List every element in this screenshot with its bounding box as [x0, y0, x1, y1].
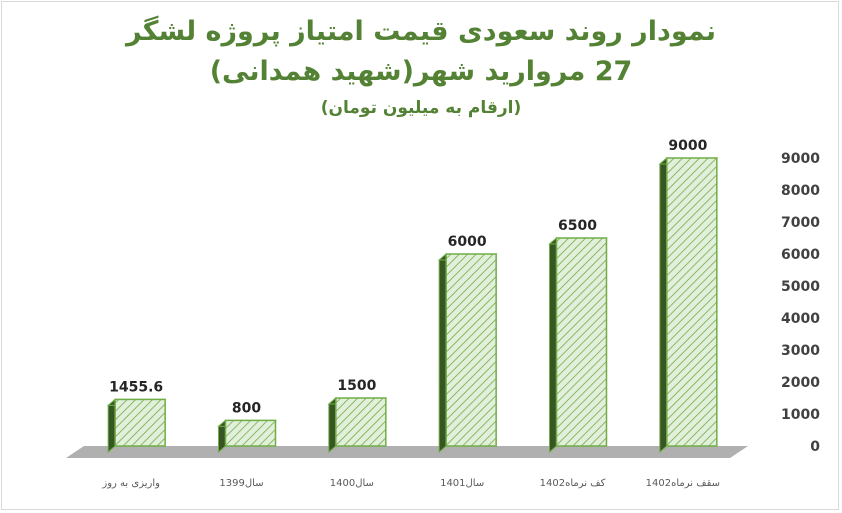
category-label-1: سال1399 — [219, 478, 263, 489]
y-tick-label-2: 2000 — [781, 375, 820, 391]
category-label-4: کف نرماه1402 — [540, 478, 606, 489]
value-label-4: 6500 — [558, 218, 597, 234]
bar-0 — [106, 398, 167, 454]
y-tick-label-0: 0 — [810, 439, 820, 455]
chart-title-line-3: (ارقام به میلیون تومان) — [320, 98, 522, 118]
y-tick-label-8: 8000 — [781, 183, 820, 199]
value-label-3: 6000 — [448, 234, 487, 250]
y-tick-label-1: 1000 — [781, 407, 820, 423]
chart-floor — [66, 446, 748, 458]
chart-title-line-1: نمودار روند سعودی قیمت امتیاز پروژه لشگر — [126, 16, 716, 47]
category-label-5: سقف نرماه1402 — [646, 478, 720, 489]
category-label-3: سال1401 — [440, 478, 484, 489]
chart-title-line-2: 27 مروارید شهر(شهید همدانی) — [209, 56, 633, 87]
bar-2 — [327, 396, 388, 454]
category-label-2: سال1400 — [330, 478, 374, 489]
bar-3 — [437, 252, 498, 454]
y-tick-label-9: 9000 — [781, 151, 820, 167]
value-label-1: 800 — [232, 400, 261, 416]
category-label-0: واریزی به روز — [101, 478, 160, 489]
bar-1 — [217, 419, 277, 454]
y-tick-label-6: 6000 — [781, 247, 820, 263]
value-label-0: 1455.6 — [109, 379, 163, 395]
bar-5 — [658, 156, 719, 454]
value-label-5: 9000 — [668, 138, 707, 154]
y-tick-label-5: 5000 — [781, 279, 820, 295]
y-tick-label-7: 7000 — [781, 215, 820, 231]
bar-4 — [548, 236, 608, 454]
value-label-2: 1500 — [337, 378, 376, 394]
y-tick-label-4: 4000 — [781, 311, 820, 327]
y-tick-label-3: 3000 — [781, 343, 820, 359]
